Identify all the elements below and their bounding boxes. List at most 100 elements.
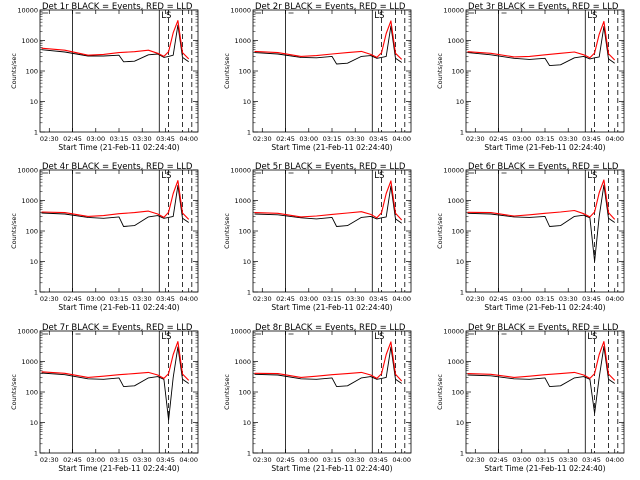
- x-tick-label: 02:45: [63, 456, 82, 464]
- x-axis-label: Start Time (21-Feb-11 02:24:40): [484, 464, 605, 473]
- y-tick-label: 10000: [443, 166, 464, 174]
- x-tick-label: 03:30: [133, 135, 152, 143]
- x-tick-label: 02:30: [466, 295, 485, 303]
- y-axis-label: Counts/sec: [10, 374, 18, 410]
- y-axis-label: Counts/sec: [223, 53, 231, 89]
- y-tick-label: 1: [34, 288, 38, 296]
- series-lld-line: [41, 20, 190, 60]
- y-tick-label: 100: [452, 67, 464, 75]
- chart-panel-2: Det 2r BLACK = Events, RED = LLD 1 10 100 10…: [223, 2, 412, 152]
- y-axis-label: Counts/sec: [436, 53, 444, 89]
- x-tick-label: 02:45: [489, 135, 508, 143]
- y-tick-label: 10000: [230, 327, 251, 335]
- chart-panel-4: Det 4r BLACK = Events, RED = LLD 1 10 100 10…: [10, 162, 199, 312]
- y-tick-label: 1: [247, 288, 251, 296]
- y-tick-label: 10000: [17, 327, 38, 335]
- x-tick-label: 04:00: [605, 135, 624, 143]
- chart-panel-5: Det 5r BLACK = Events, RED = LLD 1 10 100 10…: [223, 162, 412, 312]
- y-axis-label: Counts/sec: [436, 374, 444, 410]
- ls-annotation: LS: [161, 11, 171, 21]
- series-lld-line: [254, 180, 403, 221]
- x-axis-label: Start Time (21-Feb-11 02:24:40): [271, 303, 392, 312]
- chart-title: Det 3r BLACK = Events, RED = LLD: [468, 2, 619, 12]
- series-events-line: [41, 185, 189, 227]
- ls-annotation: LS: [161, 171, 171, 181]
- chart-panel-6: Det 6r BLACK = Events, RED = LLD 1 10 100 10…: [436, 162, 625, 312]
- x-tick-label: 02:45: [489, 456, 508, 464]
- x-tick-label: 02:30: [40, 135, 59, 143]
- x-tick-label: 03:30: [133, 456, 152, 464]
- x-tick-label: 02:30: [40, 295, 59, 303]
- x-tick-label: 03:30: [133, 295, 152, 303]
- x-tick-label: 04:00: [392, 135, 411, 143]
- x-tick-label: 02:45: [276, 295, 295, 303]
- series-events-line: [41, 346, 189, 421]
- y-tick-label: 100: [26, 67, 38, 75]
- x-tick-label: 03:15: [323, 456, 342, 464]
- y-tick-label: 10: [30, 258, 38, 266]
- chart-title: Det 7r BLACK = Events, RED = LLD: [42, 323, 193, 333]
- y-tick-label: 10: [243, 419, 251, 427]
- x-tick-label: 03:45: [369, 135, 388, 143]
- x-tick-label: 03:00: [512, 295, 531, 303]
- y-tick-label: 100: [239, 227, 251, 235]
- plot-frame: [465, 9, 625, 133]
- x-tick-label: 03:00: [86, 456, 105, 464]
- x-tick-label: 03:45: [582, 135, 601, 143]
- y-tick-label: 100: [239, 67, 251, 75]
- x-tick-label: 03:15: [323, 295, 342, 303]
- x-tick-label: 04:00: [179, 295, 198, 303]
- y-tick-label: 1000: [234, 37, 251, 45]
- chart-title: Det 9r BLACK = Events, RED = LLD: [468, 323, 619, 333]
- x-tick-label: 03:15: [110, 295, 129, 303]
- x-tick-label: 03:45: [582, 456, 601, 464]
- y-tick-label: 100: [26, 227, 38, 235]
- plot-frame: [252, 330, 412, 454]
- x-tick-label: 02:30: [253, 456, 272, 464]
- x-tick-label: 03:45: [156, 135, 175, 143]
- y-tick-label: 100: [26, 388, 38, 396]
- x-tick-label: 04:00: [179, 135, 198, 143]
- y-tick-label: 10000: [230, 166, 251, 174]
- y-tick-label: 100: [452, 388, 464, 396]
- series-lld-line: [41, 341, 190, 381]
- x-tick-label: 04:00: [392, 456, 411, 464]
- ls-annotation: LS: [587, 11, 597, 21]
- x-tick-label: 03:15: [110, 456, 129, 464]
- x-tick-label: 02:30: [466, 456, 485, 464]
- plot-frame: [252, 169, 412, 293]
- chart-panel-8: Det 8r BLACK = Events, RED = LLD 1 10 100 10…: [223, 323, 412, 473]
- x-tick-label: 02:30: [40, 456, 59, 464]
- x-tick-label: 03:15: [110, 135, 129, 143]
- y-tick-label: 1: [460, 288, 464, 296]
- y-axis-label: Counts/sec: [10, 53, 18, 89]
- plot-frame: [465, 330, 625, 454]
- chart-title: Det 2r BLACK = Events, RED = LLD: [255, 2, 406, 12]
- chart-title: Det 4r BLACK = Events, RED = LLD: [42, 162, 193, 172]
- series-lld-line: [254, 341, 403, 382]
- y-tick-label: 1000: [21, 197, 38, 205]
- x-tick-label: 03:15: [323, 135, 342, 143]
- series-events-line: [254, 25, 402, 65]
- x-tick-label: 03:00: [299, 295, 318, 303]
- x-tick-label: 03:15: [536, 456, 555, 464]
- y-tick-label: 1: [34, 449, 38, 457]
- y-tick-label: 100: [452, 227, 464, 235]
- x-tick-label: 03:30: [346, 295, 365, 303]
- y-axis-label: Counts/sec: [436, 213, 444, 249]
- chart-title: Det 6r BLACK = Events, RED = LLD: [468, 162, 619, 172]
- plot-frame: [39, 330, 199, 454]
- x-tick-label: 03:45: [156, 295, 175, 303]
- series-events-line: [254, 346, 402, 388]
- y-tick-label: 1: [247, 128, 251, 136]
- y-tick-label: 1000: [447, 358, 464, 366]
- x-tick-label: 04:00: [605, 456, 624, 464]
- plot-frame: [39, 9, 199, 133]
- y-tick-label: 1000: [234, 197, 251, 205]
- x-tick-label: 04:00: [605, 295, 624, 303]
- x-axis-label: Start Time (21-Feb-11 02:24:40): [271, 143, 392, 152]
- series-events-line: [467, 346, 615, 414]
- ls-annotation: LS: [374, 332, 384, 342]
- chart-panel-1: Det 1r BLACK = Events, RED = LLD 1 10 100 10…: [10, 2, 199, 152]
